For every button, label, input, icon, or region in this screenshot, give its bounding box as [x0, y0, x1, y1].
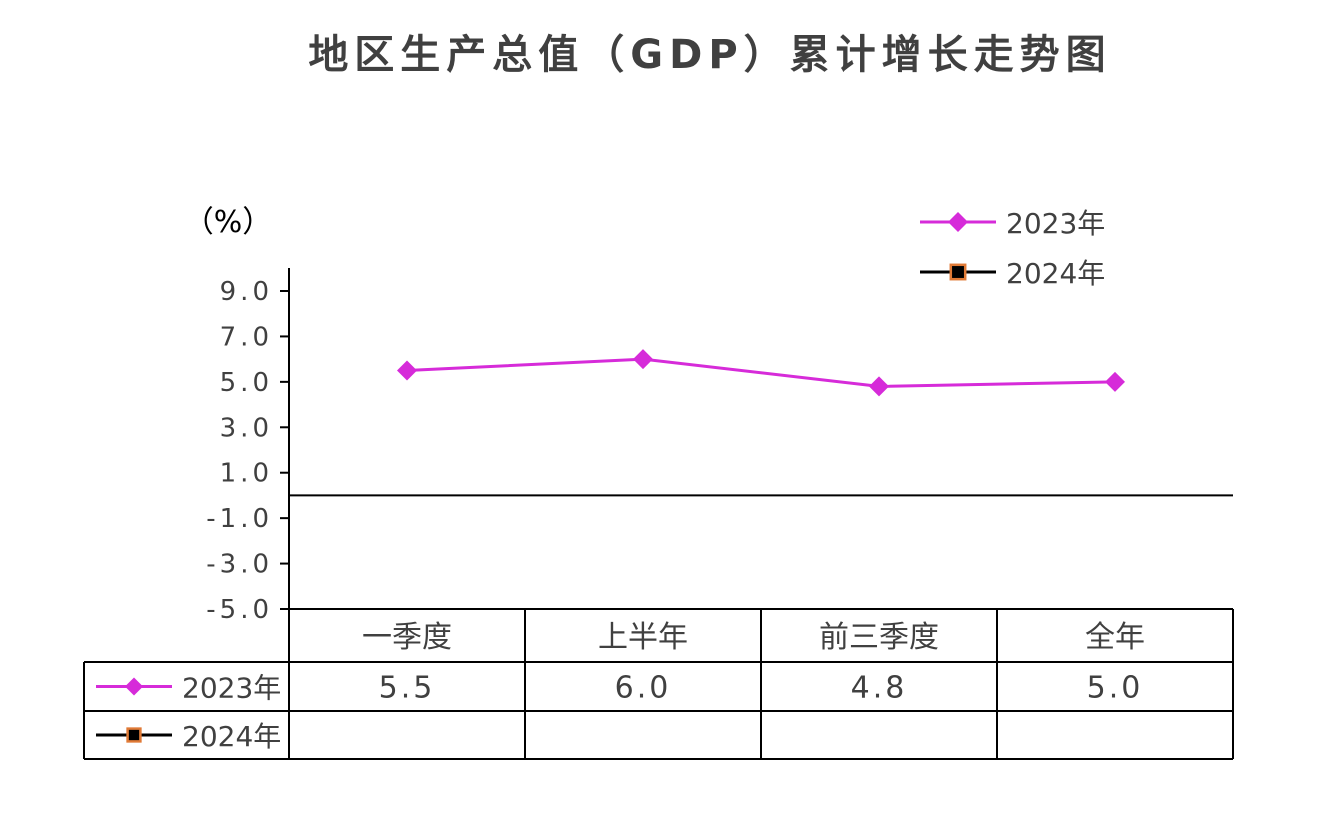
category-label: 一季度: [362, 620, 452, 655]
y-tick-label: 1.0: [220, 459, 273, 489]
y-tick-label: 5.0: [220, 368, 273, 398]
table-value: 5.0: [1087, 671, 1144, 706]
legend-label: 2024年: [1006, 257, 1105, 290]
table-value: 4.8: [851, 671, 908, 706]
data-point: [869, 376, 889, 397]
data-table: 一季度 上半年 前三季度 全年 2023年 5.5 6.0 4.8 5.0 2024年: [83, 608, 1234, 760]
axes: [288, 268, 1233, 609]
y-unit-label: （%）: [184, 205, 273, 240]
series-line-0: [406, 357, 1116, 388]
y-tick-label: 9.0: [220, 277, 273, 307]
legend-marker: [949, 263, 967, 281]
table-legend-marker: [126, 727, 142, 743]
data-point: [397, 360, 417, 381]
y-tick-label: -1.0: [206, 504, 273, 534]
legend: 2023年 2024年: [920, 207, 1105, 290]
data-point: [1105, 371, 1125, 392]
legend-marker: [948, 212, 968, 232]
series-layer: [397, 349, 1125, 397]
table-value: 5.5: [379, 671, 436, 706]
table-series-label: 2024年: [182, 720, 281, 753]
table-legend-marker: [125, 677, 143, 696]
category-label: 上半年: [598, 620, 688, 655]
y-tick-label: -3.0: [206, 550, 273, 580]
chart-title: 地区生产总值（GDP）累计增长走势图: [308, 32, 1111, 78]
y-tick-label: -5.0: [206, 595, 273, 625]
y-tick-label: 7.0: [220, 322, 273, 352]
legend-label: 2023年: [1006, 207, 1105, 240]
category-label: 前三季度: [819, 620, 939, 655]
data-point: [633, 349, 653, 370]
table-value: 6.0: [615, 671, 672, 706]
y-tick-label: 3.0: [220, 413, 273, 443]
y-ticks: 9.0 7.0 5.0 3.0 1.0 -1.0 -3.0 -5.0: [206, 277, 289, 625]
category-label: 全年: [1085, 620, 1145, 655]
table-series-label: 2023年: [182, 672, 281, 705]
